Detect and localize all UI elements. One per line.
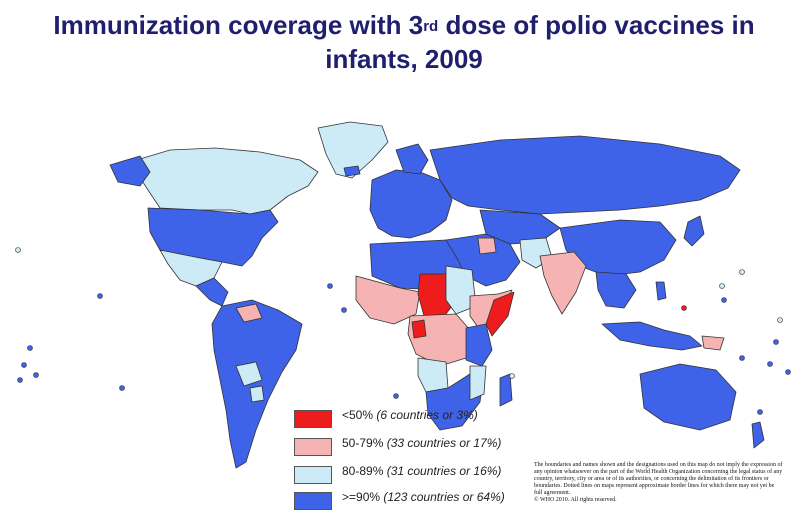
paraguay [249, 385, 265, 403]
somalia [485, 291, 515, 337]
legend-label-low: <50% (6 countries or 3%) [342, 408, 478, 422]
disclaimer: The boundaries and names shown and the d… [534, 462, 784, 504]
legend-label-mid-low: 50-79% (33 countries or 17%) [342, 436, 502, 450]
west-africa [355, 275, 421, 325]
island-markers-light [15, 247, 783, 379]
greenland [317, 121, 389, 179]
disclaimer-text: The boundaries and names shown and the d… [534, 462, 783, 496]
indonesia [601, 321, 703, 351]
central-america [195, 277, 229, 307]
legend-swatch-low [294, 410, 332, 428]
gabon [411, 319, 427, 339]
mozambique [469, 365, 487, 401]
southern-africa [425, 371, 485, 431]
alaska [109, 155, 151, 187]
legend-label-high: >=90% (123 countries or 64%) [342, 490, 505, 504]
japan [683, 215, 705, 247]
iceland [343, 165, 361, 177]
island-marker-red [681, 305, 687, 311]
title-text-b: dose of polio vaccines in [438, 10, 755, 40]
east-africa [465, 323, 493, 367]
legend-swatch-high [294, 492, 332, 510]
iraq [477, 237, 497, 255]
title-line-1: Immunization coverage with 3rd dose of p… [0, 8, 808, 42]
russia [429, 135, 741, 215]
legend-swatch-mid-high [294, 466, 332, 484]
australia [639, 363, 737, 431]
title-superscript: rd [423, 18, 439, 35]
madagascar [499, 373, 513, 407]
india [539, 251, 587, 315]
canada [129, 147, 319, 215]
legend-swatch-mid-low [294, 438, 332, 456]
sudan [445, 265, 477, 315]
scandinavia [395, 143, 429, 175]
papua-new-guinea [701, 335, 725, 351]
world-map [15, 121, 791, 469]
southeast-asia [595, 271, 637, 309]
disclaimer-copyright: © WHO 2010. All rights reserved. [534, 497, 617, 503]
bolivia [235, 361, 263, 387]
title-line-2: infants, 2009 [325, 44, 483, 74]
philippines [655, 281, 667, 301]
title-text-a: Immunization coverage with 3 [53, 10, 424, 40]
legend-label-mid-high: 80-89% (31 countries or 16%) [342, 464, 502, 478]
south-america [211, 299, 303, 469]
venezuela [235, 303, 263, 323]
angola [417, 357, 449, 393]
island-markers [17, 283, 791, 415]
new-zealand [751, 421, 765, 449]
map-title: Immunization coverage with 3rd dose of p… [0, 8, 808, 76]
